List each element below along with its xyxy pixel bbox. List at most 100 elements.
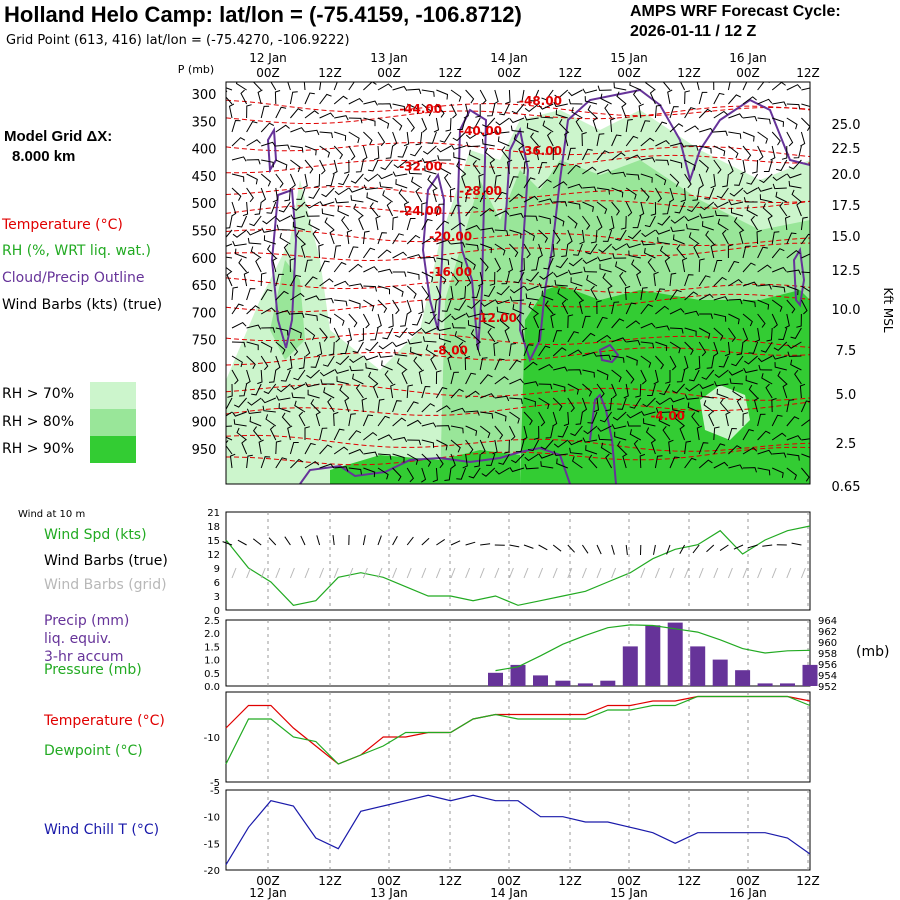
wind-barb <box>233 397 247 408</box>
wind-barb <box>246 454 253 469</box>
temperature-contours <box>226 99 810 466</box>
surface-wind-barb <box>747 544 758 549</box>
wind-barb <box>757 313 766 328</box>
wind-barb <box>801 453 810 458</box>
wind-barb <box>684 145 699 151</box>
wind-barb <box>744 355 758 365</box>
wind-barb <box>450 271 460 286</box>
wind-barb <box>524 115 539 121</box>
wind-barb <box>771 131 781 146</box>
wind-barb <box>528 301 539 315</box>
wind-barb <box>362 145 368 161</box>
wind-barb <box>639 201 645 217</box>
wind-barb <box>684 327 697 337</box>
pressure-tick-label: 550 <box>192 225 217 240</box>
wind-barb <box>742 447 758 455</box>
wind-barb <box>234 248 247 259</box>
wind-barb <box>701 221 714 231</box>
wind-barb <box>538 383 553 390</box>
wind-barb <box>465 89 475 104</box>
temperature-label: -24.00 <box>399 204 442 218</box>
wind-barb <box>510 125 525 133</box>
wind-barb <box>766 327 773 342</box>
wind-barb <box>582 351 598 357</box>
wind-barb <box>334 299 348 307</box>
precip-tick: 1.0 <box>204 656 220 667</box>
wind-barb <box>246 139 261 147</box>
wind-barb <box>654 455 663 469</box>
wind-barb <box>654 104 662 119</box>
wind-barb <box>348 263 363 273</box>
wind-barb <box>615 261 627 273</box>
wind-barb <box>552 229 561 245</box>
wind-barb <box>513 134 525 147</box>
wind-barb <box>231 137 246 147</box>
wind-barb <box>260 122 275 133</box>
precip-bar <box>690 646 706 686</box>
precip-bar <box>712 659 728 686</box>
wind-barb <box>801 467 810 482</box>
wind-barb <box>406 419 422 427</box>
wind-barb <box>425 344 437 357</box>
wind-barb <box>605 453 613 469</box>
wind-barb <box>626 411 642 419</box>
wind-barb <box>700 391 714 399</box>
precip-tick: 1.5 <box>204 642 220 653</box>
wind-barb <box>538 215 551 224</box>
wind-barb <box>801 103 810 107</box>
wind-barb <box>684 173 692 189</box>
wind-barb <box>422 336 437 343</box>
wind-barb <box>421 439 435 448</box>
wind-barb <box>348 413 356 427</box>
wind-barb <box>772 452 787 458</box>
grid-wind-barb <box>465 567 471 579</box>
wind-barb <box>480 243 493 254</box>
wind-barb <box>616 91 627 105</box>
wind-barb <box>290 327 302 339</box>
wind-barb <box>757 117 771 125</box>
wind-barb <box>421 403 435 413</box>
mb-unit: (mb) <box>856 644 890 660</box>
wind-barb <box>684 159 696 171</box>
wind-barb <box>303 82 306 91</box>
wind-barb <box>392 341 408 348</box>
wind-barb <box>363 431 378 441</box>
wind-barb <box>544 300 554 315</box>
wind-barb <box>605 397 613 412</box>
wind-barb <box>450 257 463 268</box>
wind-barb <box>480 411 494 419</box>
precip-bar <box>780 683 795 686</box>
surface-wind-barb <box>284 536 291 546</box>
height-tick-label: 2.5 <box>836 437 857 452</box>
wind-barb <box>654 288 665 301</box>
wind-barb <box>319 145 331 158</box>
wind-barb <box>552 163 565 175</box>
wind-barb <box>567 164 581 175</box>
wind-barb <box>323 387 335 399</box>
wind-barb <box>263 383 277 395</box>
wind-barb <box>275 273 284 287</box>
wind-barb <box>289 274 302 287</box>
wind-barb <box>757 299 770 310</box>
wind-barb <box>293 369 306 381</box>
wind-barb <box>713 82 715 91</box>
wind-barb <box>321 187 335 198</box>
wind-barb <box>621 103 627 119</box>
wind-barb <box>612 253 627 259</box>
wind-barb <box>757 413 766 427</box>
wind-barb <box>540 461 554 469</box>
wind-barb <box>784 313 790 329</box>
wind-barb <box>772 117 785 127</box>
wind-barb <box>410 145 423 157</box>
wind-barb <box>698 459 713 469</box>
wind-barb <box>596 201 608 215</box>
wind-barb <box>748 341 759 354</box>
surface-wind-barb <box>268 537 277 546</box>
wind-barb <box>786 117 798 130</box>
wind-barb <box>626 339 641 346</box>
wind-barb <box>287 82 291 91</box>
wind-barb <box>348 467 362 475</box>
wind-barb <box>655 229 671 235</box>
wind-barb <box>650 439 656 455</box>
pressure-tick-label: 350 <box>192 115 217 130</box>
